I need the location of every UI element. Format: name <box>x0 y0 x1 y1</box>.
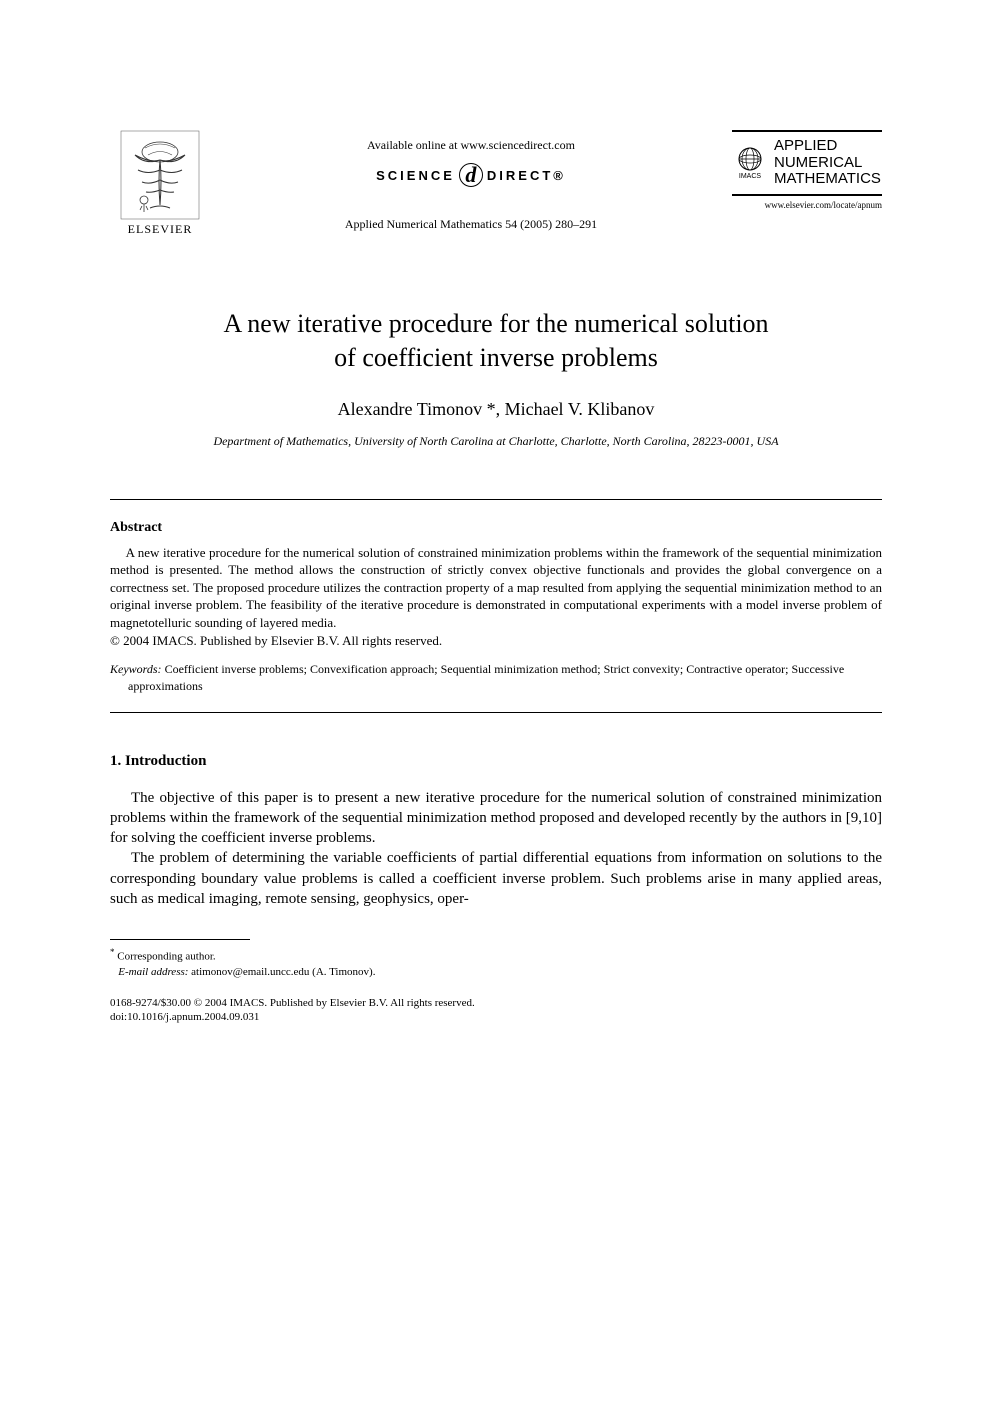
section-1-heading: 1. Introduction <box>110 753 882 770</box>
journal-url: www.elsevier.com/locate/apnum <box>732 200 882 210</box>
affiliation: Department of Mathematics, University of… <box>110 434 882 449</box>
abstract-copyright: © 2004 IMACS. Published by Elsevier B.V.… <box>110 633 882 649</box>
header: ELSEVIER Available online at www.science… <box>110 130 882 237</box>
at-icon: d <box>459 163 483 187</box>
journal-name-line3: MATHEMATICS <box>774 170 881 187</box>
section-1-para-2: The problem of determining the variable … <box>110 848 882 909</box>
elsevier-tree-icon <box>120 130 200 220</box>
journal-name-line1: APPLIED <box>774 137 837 154</box>
footnote-rule <box>110 939 250 940</box>
journal-box: IMACS APPLIED NUMERICAL MATHEMATICS <box>732 130 882 196</box>
keywords-text: Coefficient inverse problems; Convexific… <box>128 662 844 692</box>
footnote-star-icon: * <box>110 947 115 957</box>
abstract-body: A new iterative procedure for the numeri… <box>110 544 882 632</box>
journal-name: APPLIED NUMERICAL MATHEMATICS <box>774 138 881 188</box>
section-1-para-1: The objective of this paper is to presen… <box>110 788 882 849</box>
title-line1: A new iterative procedure for the numeri… <box>223 309 768 338</box>
header-center: Available online at www.sciencedirect.co… <box>210 130 732 232</box>
email-label: E-mail address: <box>118 966 188 978</box>
journal-logo-block: IMACS APPLIED NUMERICAL MATHEMATICS www.… <box>732 130 882 210</box>
footer-line-2: doi:10.1016/j.apnum.2004.09.031 <box>110 1010 882 1025</box>
article-title: A new iterative procedure for the numeri… <box>110 307 882 375</box>
science-label-right: DIRECT® <box>487 168 566 183</box>
rule-below-keywords <box>110 712 882 713</box>
footnote: * Corresponding author. E-mail address: … <box>110 946 882 979</box>
authors: Alexandre Timonov *, Michael V. Klibanov <box>110 399 882 420</box>
keywords-label: Keywords: <box>110 662 162 676</box>
available-online-text: Available online at www.sciencedirect.co… <box>210 138 732 153</box>
imacs-text: IMACS <box>739 173 762 180</box>
footer: 0168-9274/$30.00 © 2004 IMACS. Published… <box>110 996 882 1026</box>
title-line2: of coefficient inverse problems <box>334 343 658 372</box>
publisher-logo-block: ELSEVIER <box>110 130 210 237</box>
imacs-globe-icon: IMACS <box>732 145 768 181</box>
journal-reference: Applied Numerical Mathematics 54 (2005) … <box>210 217 732 232</box>
abstract-heading: Abstract <box>110 520 882 536</box>
email-address: atimonov@email.uncc.edu (A. Timonov). <box>188 966 375 978</box>
corresponding-author: Corresponding author. <box>117 951 215 963</box>
sciencedirect-logo: SCIENCE d DIRECT® <box>210 163 732 187</box>
footer-line-1: 0168-9274/$30.00 © 2004 IMACS. Published… <box>110 996 882 1011</box>
keywords: Keywords: Coefficient inverse problems; … <box>128 661 882 693</box>
science-label-left: SCIENCE <box>376 168 455 183</box>
rule-above-abstract <box>110 499 882 500</box>
elsevier-label: ELSEVIER <box>128 222 193 237</box>
journal-name-line2: NUMERICAL <box>774 154 862 171</box>
